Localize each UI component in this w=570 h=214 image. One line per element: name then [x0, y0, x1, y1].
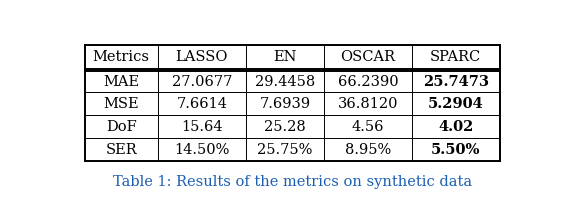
Text: 29.4458: 29.4458 — [255, 75, 315, 89]
Text: 25.28: 25.28 — [264, 120, 306, 134]
Text: 4.56: 4.56 — [352, 120, 384, 134]
Text: 25.75%: 25.75% — [257, 143, 313, 156]
Text: 4.02: 4.02 — [438, 120, 474, 134]
Text: 25.7473: 25.7473 — [423, 75, 489, 89]
Text: 7.6939: 7.6939 — [259, 97, 311, 111]
Text: 36.8120: 36.8120 — [338, 97, 398, 111]
Text: 7.6614: 7.6614 — [177, 97, 227, 111]
Text: Table 1: Results of the metrics on synthetic data: Table 1: Results of the metrics on synth… — [112, 175, 472, 189]
Text: 5.50%: 5.50% — [431, 143, 481, 156]
Text: SER: SER — [105, 143, 137, 156]
Text: DoF: DoF — [106, 120, 137, 134]
Text: MSE: MSE — [104, 97, 139, 111]
Text: 27.0677: 27.0677 — [172, 75, 232, 89]
Text: LASSO: LASSO — [176, 50, 228, 64]
Text: Metrics: Metrics — [93, 50, 150, 64]
Text: 15.64: 15.64 — [181, 120, 223, 134]
Text: MAE: MAE — [103, 75, 139, 89]
Text: 14.50%: 14.50% — [174, 143, 230, 156]
Text: EN: EN — [273, 50, 297, 64]
Text: SPARC: SPARC — [430, 50, 482, 64]
Text: 8.95%: 8.95% — [345, 143, 391, 156]
Text: 66.2390: 66.2390 — [338, 75, 398, 89]
Text: OSCAR: OSCAR — [340, 50, 396, 64]
Text: 5.2904: 5.2904 — [428, 97, 484, 111]
